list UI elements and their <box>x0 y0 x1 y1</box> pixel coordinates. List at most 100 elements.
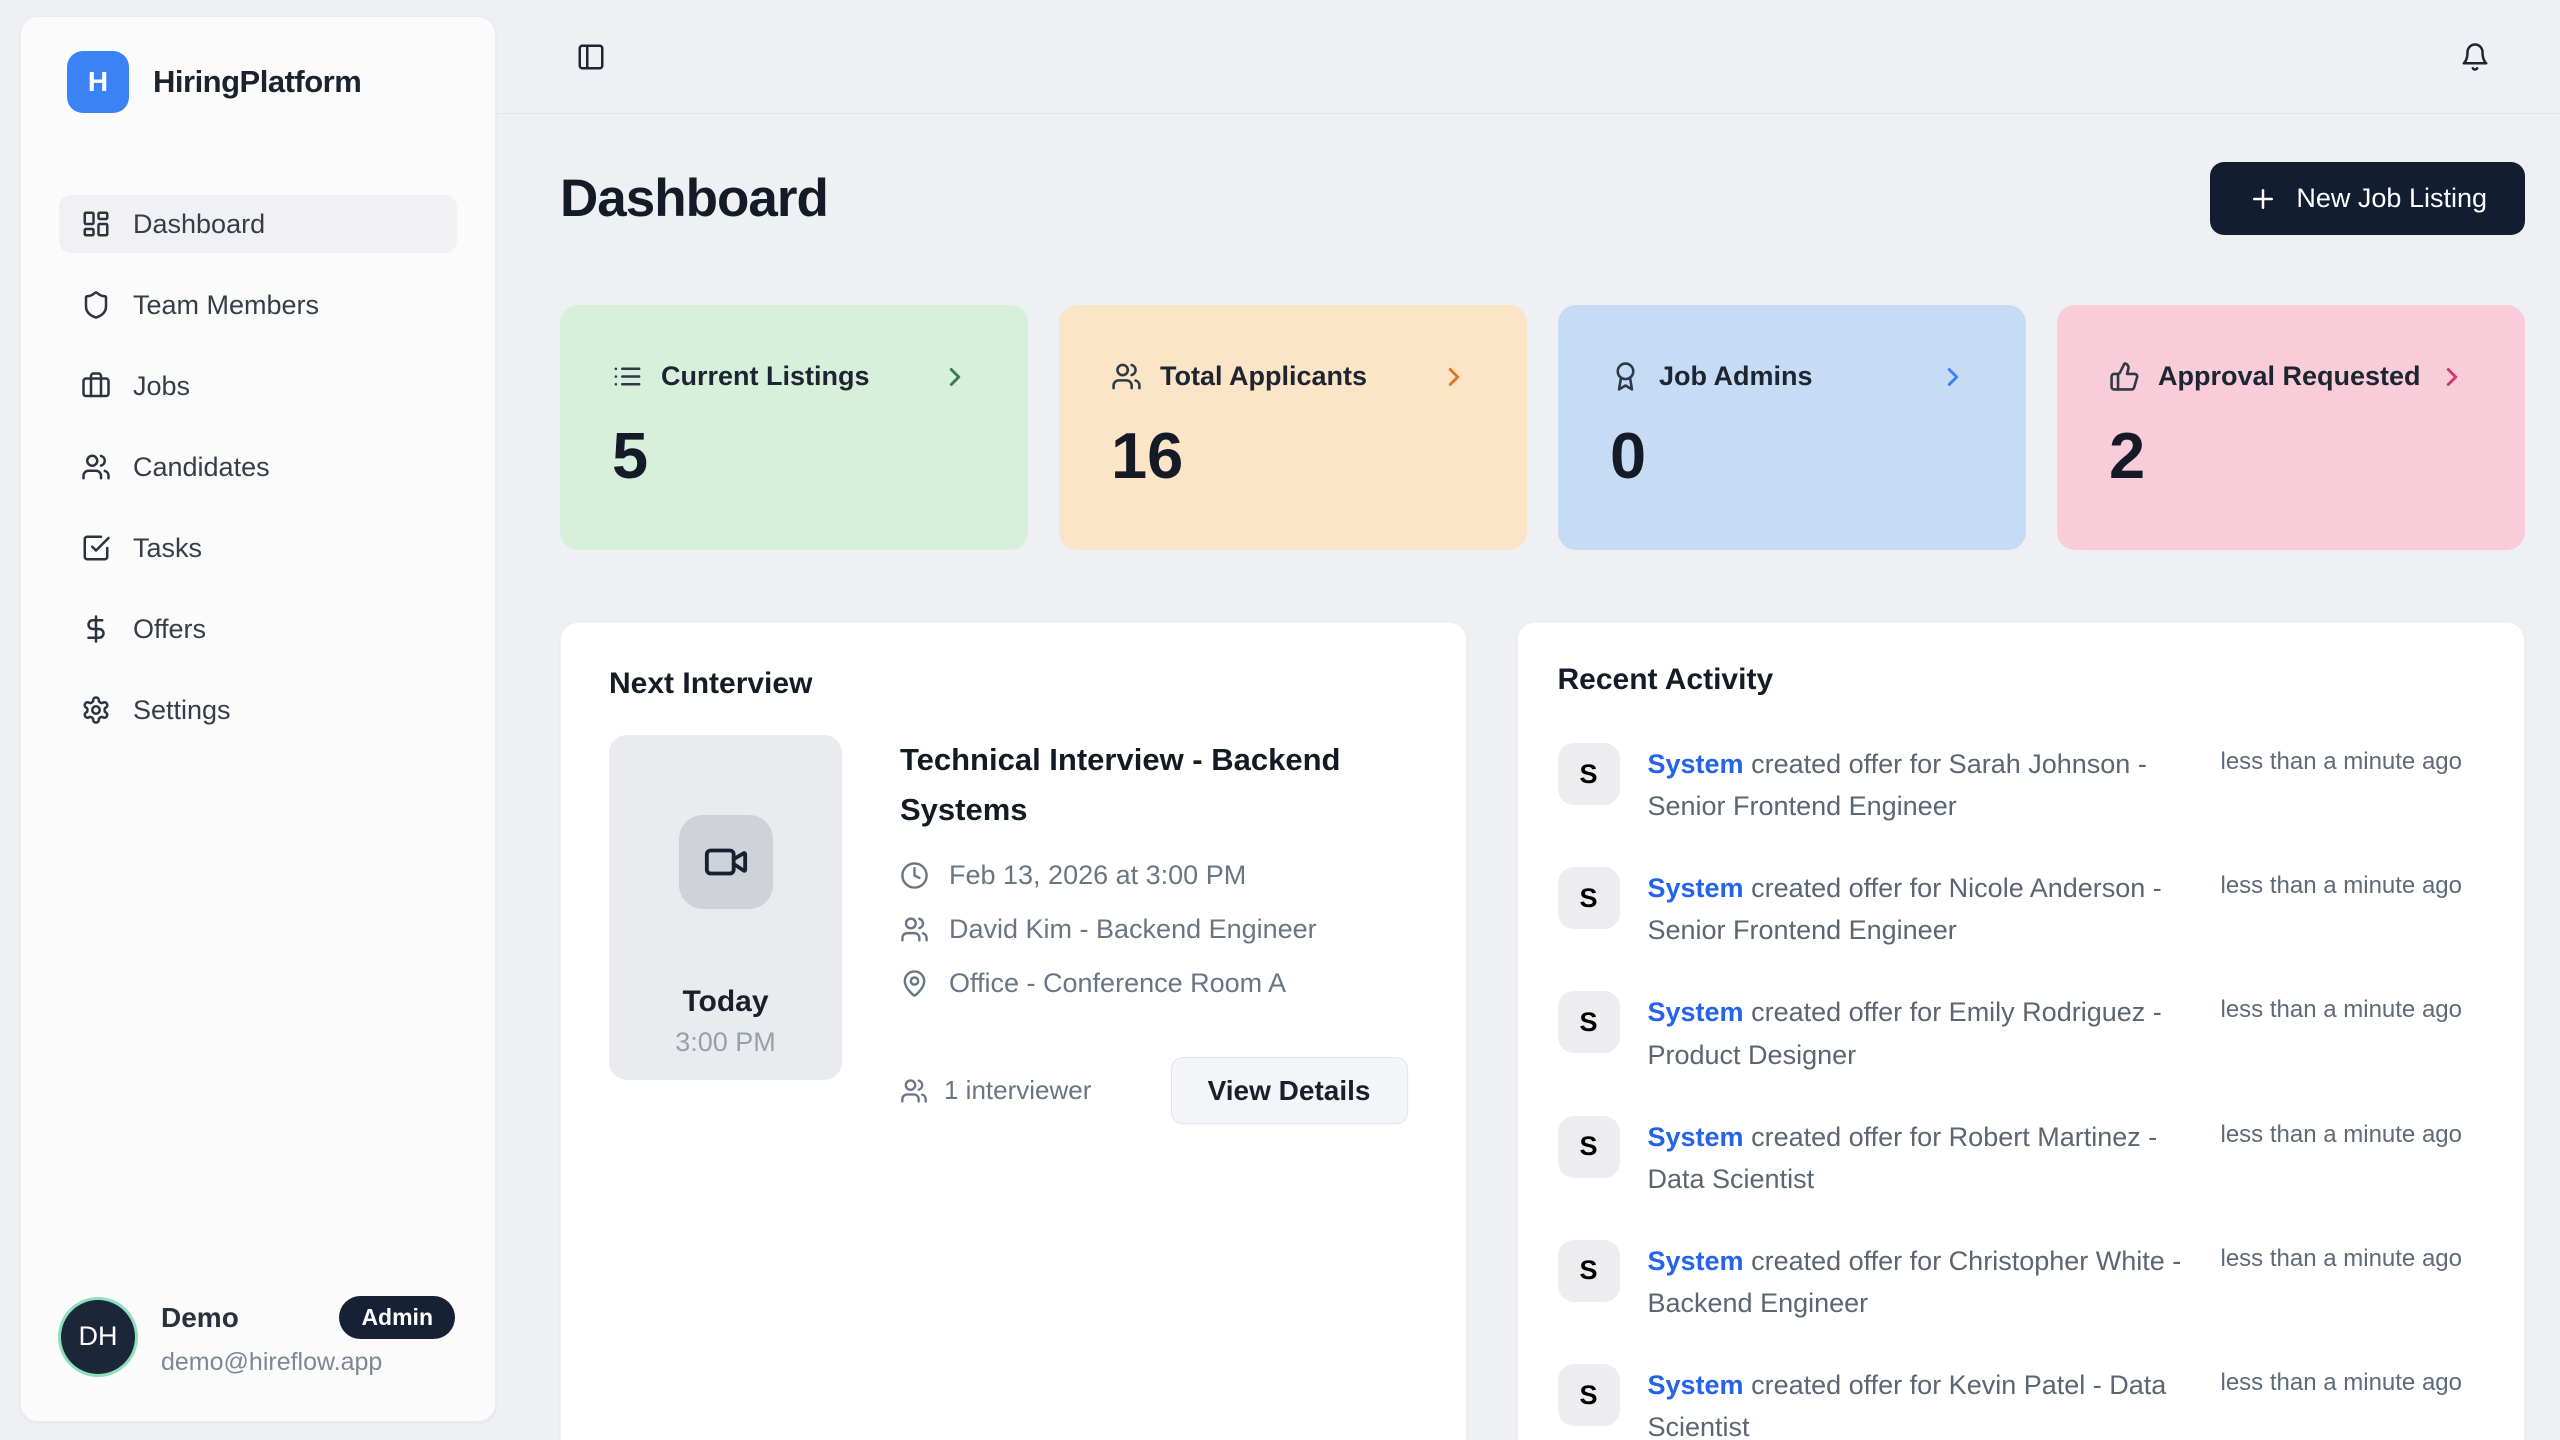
activity-action: created offer for Kevin Patel - Data Sci… <box>1647 1370 2167 1440</box>
chevron-right-icon <box>1439 362 1469 392</box>
activity-avatar: S <box>1557 1364 1620 1427</box>
sidebar-item-label: Team Members <box>133 289 320 320</box>
activity-item: S System created offer for Robert Martin… <box>1557 1115 2463 1200</box>
sidebar-nav: Dashboard Team Members Jobs Candidates <box>21 195 495 739</box>
notifications-button[interactable] <box>2460 42 2490 72</box>
sidebar-item-tasks[interactable]: Tasks <box>59 519 457 577</box>
sidebar-item-label: Settings <box>133 694 231 725</box>
stat-value: 2 <box>2109 419 2146 492</box>
sidebar-item-offers[interactable]: Offers <box>59 600 457 658</box>
activity-avatar: S <box>1557 1239 1620 1302</box>
activity-avatar: S <box>1557 1115 1620 1178</box>
interviewer-count: 1 interviewer <box>900 1075 1091 1106</box>
activity-list: S System created offer for Sarah Johnson… <box>1557 743 2463 1440</box>
sidebar-item-candidates[interactable]: Candidates <box>59 438 457 496</box>
chevron-right-icon <box>2437 362 2467 392</box>
user-card[interactable]: DH Demo Admin demo@hireflow.app <box>21 1266 495 1421</box>
briefcase-icon <box>81 371 111 401</box>
page-content: Dashboard New Job Listing Current Listin… <box>496 114 2560 1440</box>
panel-left-icon <box>578 44 604 69</box>
gear-icon <box>81 695 111 725</box>
next-interview-card: Next Interview Today 3:00 PM Technical I… <box>560 622 1467 1440</box>
activity-actor[interactable]: System <box>1647 1370 1744 1401</box>
interview-location-row: Office - Conference Room A <box>900 968 1408 999</box>
interview-candidate-row: David Kim - Backend Engineer <box>900 914 1408 945</box>
interview-thumbnail: Today 3:00 PM <box>609 735 842 1080</box>
app-name: HiringPlatform <box>153 64 362 99</box>
plus-icon <box>2253 188 2274 209</box>
users-icon <box>1111 361 1142 392</box>
stat-card-total-applicants[interactable]: Total Applicants 16 <box>1059 305 1527 550</box>
dashboard-icon <box>81 209 111 239</box>
activity-action: created offer for Nicole Anderson - Seni… <box>1647 873 2162 946</box>
stat-label: Total Applicants <box>1160 361 1368 391</box>
checked-square-icon <box>81 533 111 563</box>
sidebar-item-team-members[interactable]: Team Members <box>59 276 457 334</box>
sidebar-item-label: Dashboard <box>133 208 266 239</box>
activity-actor[interactable]: System <box>1647 873 1744 904</box>
app-logo-letter: H <box>87 66 109 97</box>
sidebar-item-label: Jobs <box>133 370 191 401</box>
activity-item: S System created offer for Kevin Patel -… <box>1557 1364 2463 1440</box>
sidebar-toggle-button[interactable] <box>576 42 606 72</box>
activity-avatar: S <box>1557 867 1620 930</box>
stat-label: Approval Requested <box>2158 361 2421 391</box>
interview-datetime-row: Feb 13, 2026 at 3:00 PM <box>900 860 1408 891</box>
stat-card-approval-requested[interactable]: Approval Requested 2 <box>2057 305 2525 550</box>
sidebar-item-dashboard[interactable]: Dashboard <box>59 195 457 253</box>
activity-actor[interactable]: System <box>1647 1121 1744 1152</box>
stat-label: Job Admins <box>1659 361 1813 391</box>
recent-activity-title: Recent Activity <box>1557 663 1774 696</box>
sidebar-item-settings[interactable]: Settings <box>59 681 457 739</box>
sidebar: H HiringPlatform Dashboard Team Members <box>20 16 496 1422</box>
users-icon <box>81 452 111 482</box>
main-area: Dashboard New Job Listing Current Listin… <box>496 0 2560 1440</box>
thumbs-up-icon <box>2109 361 2140 392</box>
chevron-right-icon <box>940 362 970 392</box>
stat-value: 5 <box>612 419 649 492</box>
users-icon <box>901 917 928 942</box>
interview-day: Today <box>682 985 769 1018</box>
sidebar-item-label: Candidates <box>133 451 270 482</box>
sidebar-item-label: Offers <box>133 613 207 644</box>
view-details-button[interactable]: View Details <box>1170 1057 1408 1125</box>
users-icon <box>901 1079 927 1103</box>
activity-timestamp: less than a minute ago <box>2220 1120 2463 1148</box>
app-logo: H <box>67 51 129 113</box>
app-logo-row: H HiringPlatform <box>21 17 495 113</box>
activity-item: S System created offer for Emily Rodrigu… <box>1557 991 2463 1075</box>
activity-avatar: S <box>1557 991 1620 1054</box>
award-icon <box>1610 361 1641 392</box>
stat-card-job-admins[interactable]: Job Admins 0 <box>1558 305 2026 550</box>
stat-card-current-listings[interactable]: Current Listings 5 <box>560 305 1028 550</box>
user-name: Demo <box>161 1301 239 1333</box>
next-interview-title: Next Interview <box>609 667 813 700</box>
activity-actor[interactable]: System <box>1647 997 1744 1028</box>
activity-actor[interactable]: System <box>1647 749 1744 779</box>
map-pin-icon <box>903 970 926 997</box>
chevron-right-icon <box>1938 362 1968 392</box>
interview-event-title: Technical Interview - Backend Systems <box>900 742 1341 827</box>
activity-timestamp: less than a minute ago <box>2220 996 2463 1024</box>
topbar <box>496 0 2560 114</box>
activity-action: created offer for Robert Martinez - Data… <box>1647 1121 2158 1194</box>
new-job-listing-button[interactable]: New Job Listing <box>2210 162 2525 235</box>
activity-item: S System created offer for Nicole Anders… <box>1557 867 2462 951</box>
recent-activity-card: Recent Activity S System created offer f… <box>1516 622 2525 1440</box>
stats-row: Current Listings 5 Total Applicants <box>560 305 2525 550</box>
stat-label: Current Listings <box>661 361 870 391</box>
activity-action: created offer for Sarah Johnson - Senior… <box>1647 749 2147 822</box>
bell-icon <box>2462 42 2488 71</box>
activity-actor[interactable]: System <box>1647 1245 1744 1276</box>
activity-item: S System created offer for Christopher W… <box>1557 1239 2462 1324</box>
sidebar-item-jobs[interactable]: Jobs <box>59 357 457 415</box>
user-info: Demo Admin demo@hireflow.app <box>161 1296 455 1377</box>
user-initials: DH <box>78 1321 118 1351</box>
stat-value: 0 <box>1610 419 1647 492</box>
user-email: demo@hireflow.app <box>161 1348 383 1376</box>
stat-value: 16 <box>1111 419 1184 492</box>
activity-avatar: S <box>1557 743 1620 805</box>
role-badge: Admin <box>339 1296 455 1339</box>
activity-timestamp: less than a minute ago <box>2220 1369 2463 1397</box>
page-title: Dashboard <box>560 169 829 228</box>
